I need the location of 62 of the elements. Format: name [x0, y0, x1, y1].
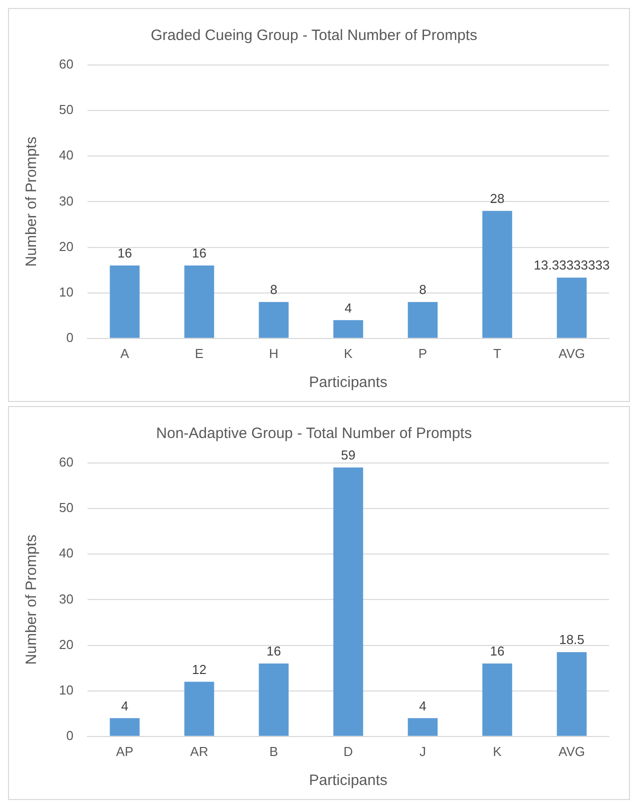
- data-label: 59: [340, 448, 356, 463]
- x-tick-label: AR: [190, 744, 208, 759]
- chart-title: Non-Adaptive Group - Total Number of Prompts: [156, 425, 472, 442]
- data-label: 12: [192, 662, 206, 677]
- y-tick-label: 10: [58, 682, 74, 698]
- x-tick-label: K: [344, 346, 353, 361]
- data-label: 8: [270, 282, 278, 298]
- x-tick-label: E: [194, 346, 204, 361]
- x-tick-label: AP: [116, 744, 134, 759]
- y-axis-title: Number of Prompts: [23, 136, 40, 267]
- x-tick-label: H: [269, 346, 278, 361]
- bar: [408, 302, 438, 338]
- x-tick-label: D: [344, 744, 353, 759]
- y-tick-label: 60: [58, 56, 74, 72]
- y-tick-label: 60: [58, 454, 74, 470]
- y-tick-label: 50: [58, 500, 74, 516]
- y-tick-label: 50: [58, 102, 74, 118]
- data-label: 28: [490, 190, 504, 206]
- y-tick-label: 30: [58, 193, 74, 208]
- bar: [333, 320, 364, 338]
- data-label: 16: [266, 644, 281, 659]
- y-tick-label: 0: [66, 330, 74, 345]
- x-tick-label: AVG: [558, 744, 585, 759]
- bar: [258, 663, 289, 736]
- x-tick-label: J: [419, 744, 426, 759]
- y-tick-label: 40: [58, 546, 74, 561]
- y-axis-title: Number of Prompts: [23, 534, 40, 665]
- x-tick-label: A: [120, 346, 130, 361]
- data-label: 8: [419, 282, 426, 298]
- data-label: 4: [344, 300, 352, 316]
- bar: [482, 210, 512, 338]
- bar: [258, 302, 289, 338]
- y-tick-label: 0: [66, 728, 74, 743]
- x-tick-label: AVG: [558, 346, 585, 361]
- x-tick-label: B: [269, 744, 278, 759]
- x-axis-title: Participants: [309, 374, 388, 392]
- bar: [333, 468, 364, 736]
- x-tick-label: P: [418, 346, 428, 361]
- bar: [408, 718, 438, 736]
- bar: [110, 718, 140, 736]
- bar: [184, 682, 214, 736]
- data-label: 16: [192, 246, 206, 261]
- y-tick-label: 20: [58, 636, 74, 652]
- data-label: 16: [117, 246, 132, 261]
- x-tick-label: K: [492, 744, 502, 759]
- data-label: 4: [419, 698, 426, 714]
- bar: [184, 265, 214, 338]
- chart-title: Graded Cueing Group - Total Number of Prompts: [150, 27, 478, 44]
- data-label: 13.33333333: [534, 258, 610, 273]
- data-label: 18.5: [559, 632, 584, 648]
- data-label: 16: [490, 644, 504, 659]
- y-tick-label: 10: [58, 284, 74, 300]
- bar: [110, 265, 140, 338]
- y-tick-label: 40: [58, 148, 74, 163]
- bar: [556, 278, 587, 338]
- data-label: 4: [121, 698, 128, 714]
- x-tick-label: T: [493, 346, 502, 361]
- y-tick-label: 30: [58, 591, 74, 606]
- bar: [556, 652, 587, 736]
- x-axis-title: Participants: [309, 772, 388, 790]
- bar: [482, 663, 512, 736]
- y-tick-label: 20: [58, 238, 74, 254]
